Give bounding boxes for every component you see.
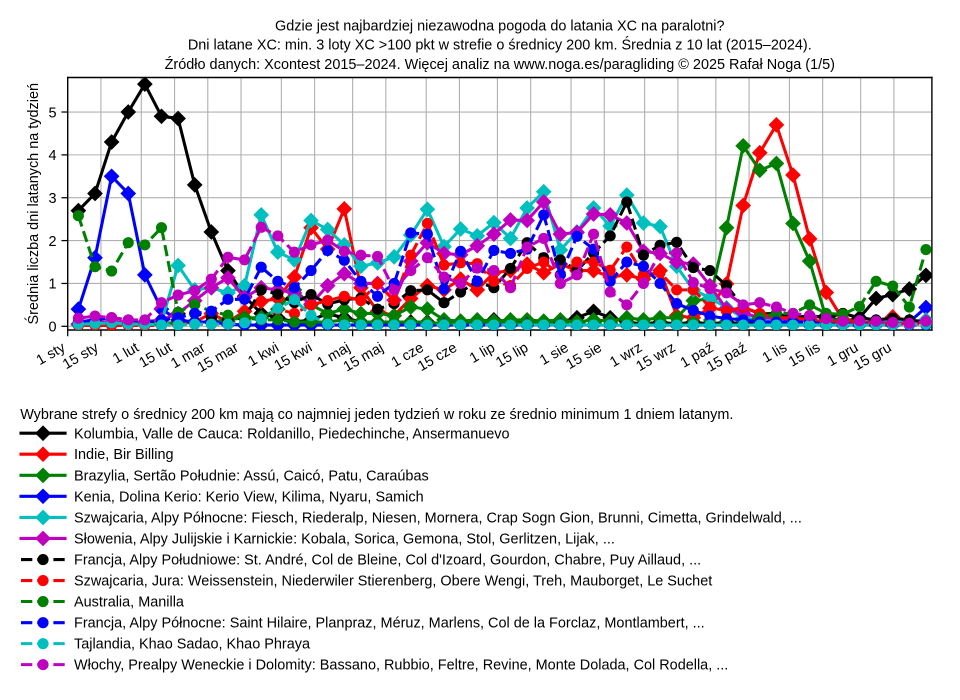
svg-text:Źródło danych: Xcontest 2015–2: Źródło danych: Xcontest 2015–2024. Więce… [165, 56, 835, 73]
svg-text:1: 1 [49, 277, 57, 293]
svg-text:5: 5 [49, 105, 57, 121]
svg-text:Słowenia, Alpy Julijskie i Kar: Słowenia, Alpy Julijskie i Karnickie: Ko… [74, 531, 615, 547]
svg-text:Włochy, Prealpy Weneckie i Dol: Włochy, Prealpy Weneckie i Dolomity: Bas… [74, 658, 728, 674]
svg-text:Tajlandia, Khao Sadao, Khao Ph: Tajlandia, Khao Sadao, Khao Phraya [74, 637, 311, 653]
svg-text:Szwajcaria, Alpy Północne: Fie: Szwajcaria, Alpy Północne: Fiesch, Riede… [74, 511, 802, 527]
svg-text:3: 3 [49, 191, 57, 207]
svg-text:Dni latane XC: min. 3 loty XC: Dni latane XC: min. 3 loty XC >100 pkt w… [188, 35, 812, 53]
svg-text:2: 2 [49, 234, 57, 250]
svg-text:Kenia, Dolina Kerio: Kerio Vie: Kenia, Dolina Kerio: Kerio View, Kilima,… [74, 489, 424, 505]
svg-text:0: 0 [49, 320, 57, 336]
svg-text:Indie, Bir Billing: Indie, Bir Billing [74, 447, 174, 463]
svg-text:Gdzie jest najbardziej niezawo: Gdzie jest najbardziej niezawodna pogoda… [275, 19, 724, 35]
svg-text:Średnia liczba dni latanych na: Średnia liczba dni latanych na tydzień [24, 83, 42, 325]
svg-text:4: 4 [49, 148, 57, 164]
svg-text:Brazylia, Sertão Południe: Ass: Brazylia, Sertão Południe: Assú, Caicó, … [74, 468, 429, 484]
svg-text:Australia, Manilla: Australia, Manilla [74, 595, 185, 611]
svg-text:Francja, Alpy Południowe: St.: Francja, Alpy Południowe: St. André, Col… [74, 553, 701, 569]
svg-text:Szwajcaria, Jura: Weissenstein: Szwajcaria, Jura: Weissenstein, Niederwi… [74, 574, 712, 590]
svg-text:Francja, Alpy Północne: Saint: Francja, Alpy Północne: Saint Hilaire, P… [74, 616, 705, 632]
svg-text:Kolumbia, Valle de Cauca: Rold: Kolumbia, Valle de Cauca: Roldanillo, Pi… [74, 426, 510, 442]
svg-text:Wybrane strefy o średnicy 200: Wybrane strefy o średnicy 200 km mają co… [20, 407, 733, 423]
